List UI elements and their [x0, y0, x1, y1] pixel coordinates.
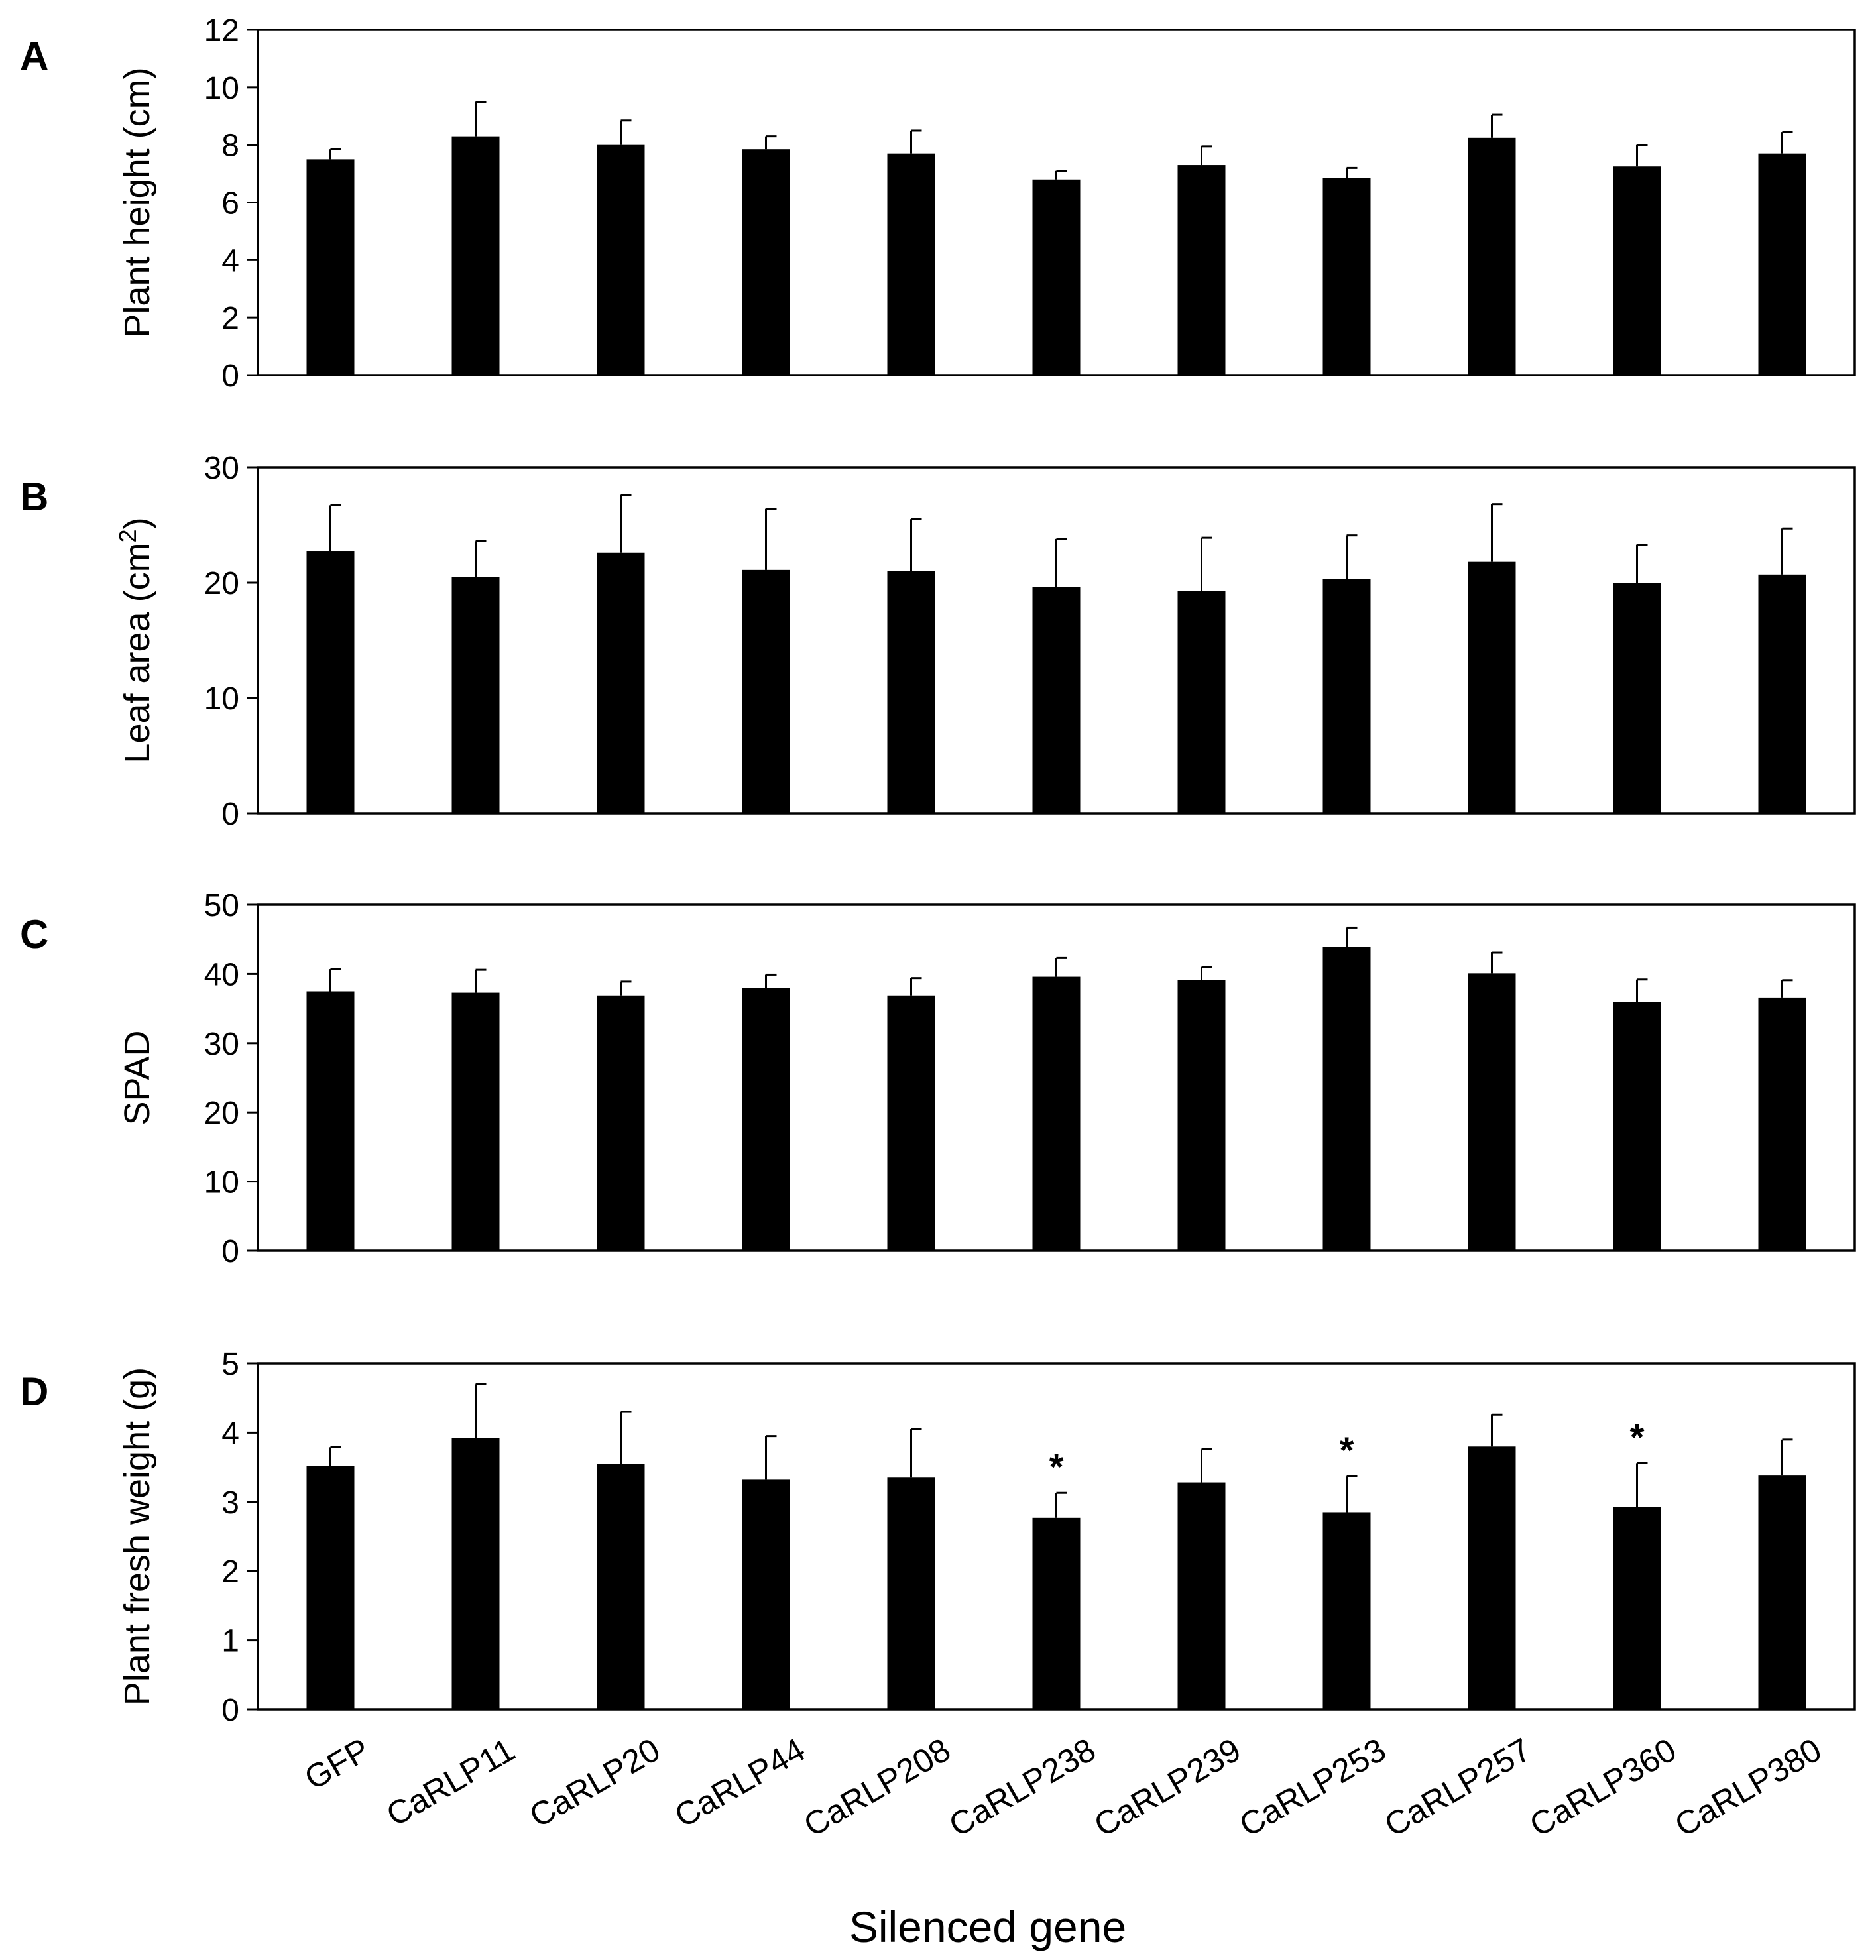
bar-carlp380 — [1758, 153, 1806, 376]
category-label: CaRLP44 — [668, 1731, 811, 1835]
y-tick-label: 10 — [204, 1165, 239, 1200]
y-tick-label: 4 — [221, 243, 239, 278]
bar-carlp360 — [1613, 166, 1661, 375]
bar-carlp253 — [1322, 178, 1371, 375]
y-tick-label: 6 — [221, 186, 239, 221]
y-tick-label: 4 — [221, 1416, 239, 1451]
bar-carlp239 — [1177, 1482, 1226, 1709]
y-tick-label: 30 — [204, 451, 239, 486]
category-label: CaRLP20 — [523, 1731, 666, 1835]
y-tick-label: 20 — [204, 1096, 239, 1131]
panel-letter-b: B — [20, 475, 48, 519]
bar-carlp20 — [597, 144, 645, 375]
bar-gfp — [306, 159, 355, 375]
bar-carlp257 — [1468, 137, 1516, 375]
bar-carlp253 — [1322, 947, 1371, 1251]
y-tick-label: 5 — [221, 1347, 239, 1382]
category-label: CaRLP253 — [1233, 1731, 1392, 1844]
panel-letter-d: D — [20, 1369, 48, 1414]
bar-carlp239 — [1177, 591, 1226, 813]
y-tick-label: 2 — [221, 301, 239, 336]
bar-carlp257 — [1468, 1446, 1516, 1709]
bar-carlp44 — [742, 1479, 790, 1709]
bar-carlp11 — [451, 136, 500, 375]
bar-carlp257 — [1468, 561, 1516, 813]
bar-carlp11 — [451, 577, 500, 813]
plot-frame-c — [257, 903, 1856, 1252]
bar-carlp11 — [451, 992, 500, 1251]
y-tick-label: 0 — [221, 797, 239, 832]
bar-carlp238 — [1032, 179, 1081, 375]
significance-marker: * — [1049, 1446, 1064, 1487]
y-axis-title-c: SPAD — [117, 1030, 157, 1125]
bar-carlp238 — [1032, 1517, 1081, 1709]
category-label: GFP — [298, 1731, 376, 1797]
bar-carlp360 — [1613, 1507, 1661, 1709]
bar-carlp253 — [1322, 579, 1371, 813]
bar-carlp208 — [887, 1477, 935, 1709]
category-label: CaRLP208 — [797, 1731, 957, 1844]
bar-carlp11 — [451, 1438, 500, 1709]
bar-carlp208 — [887, 153, 935, 376]
bar-gfp — [306, 551, 355, 813]
category-label: CaRLP11 — [380, 1731, 521, 1833]
bar-carlp20 — [597, 995, 645, 1251]
y-tick-label: 20 — [204, 566, 239, 601]
bar-carlp360 — [1613, 1002, 1661, 1251]
bar-carlp380 — [1758, 574, 1806, 813]
bar-carlp380 — [1758, 997, 1806, 1251]
bar-carlp44 — [742, 988, 790, 1251]
bar-carlp380 — [1758, 1475, 1806, 1709]
bar-carlp20 — [597, 552, 645, 813]
bar-carlp239 — [1177, 165, 1226, 375]
plot-frame-d — [257, 1362, 1856, 1711]
bar-carlp253 — [1322, 1512, 1371, 1709]
bar-gfp — [306, 991, 355, 1251]
category-label: CaRLP238 — [943, 1731, 1102, 1844]
y-tick-label: 0 — [221, 1234, 239, 1269]
y-tick-label: 2 — [221, 1554, 239, 1589]
y-axis-title-d: Plant fresh weight (g) — [117, 1367, 157, 1705]
category-label: CaRLP257 — [1378, 1731, 1537, 1844]
y-axis-title-a: Plant height (cm) — [117, 67, 157, 337]
bar-carlp238 — [1032, 587, 1081, 813]
y-tick-label: 0 — [221, 359, 239, 394]
category-label: CaRLP380 — [1669, 1731, 1828, 1844]
bar-carlp20 — [597, 1464, 645, 1709]
bar-carlp208 — [887, 995, 935, 1251]
y-tick-label: 1 — [221, 1624, 239, 1659]
plot-frame-b — [257, 466, 1856, 815]
category-label: CaRLP239 — [1088, 1731, 1247, 1844]
bar-carlp239 — [1177, 980, 1226, 1251]
panel-letter-c: C — [20, 912, 48, 956]
bar-gfp — [306, 1466, 355, 1709]
y-tick-label: 10 — [204, 681, 239, 717]
y-tick-label: 50 — [204, 888, 239, 923]
y-tick-label: 8 — [221, 129, 239, 164]
x-axis-title: Silenced gene — [849, 1902, 1126, 1951]
bar-carlp238 — [1032, 976, 1081, 1251]
y-tick-label: 12 — [204, 13, 239, 48]
y-tick-label: 0 — [221, 1693, 239, 1728]
bar-carlp208 — [887, 571, 935, 813]
panel-letter-a: A — [20, 34, 48, 78]
y-tick-label: 10 — [204, 71, 239, 106]
category-label: CaRLP360 — [1523, 1731, 1682, 1844]
significance-marker: * — [1340, 1429, 1354, 1471]
significance-marker: * — [1630, 1416, 1645, 1458]
y-tick-label: 3 — [221, 1485, 239, 1521]
bar-carlp360 — [1613, 583, 1661, 813]
bar-carlp257 — [1468, 973, 1516, 1251]
y-tick-label: 30 — [204, 1027, 239, 1062]
y-tick-label: 40 — [204, 957, 239, 992]
y-axis-title-b: Leaf area (cm2) — [114, 517, 157, 763]
bar-carlp44 — [742, 149, 790, 375]
bar-carlp44 — [742, 569, 790, 813]
